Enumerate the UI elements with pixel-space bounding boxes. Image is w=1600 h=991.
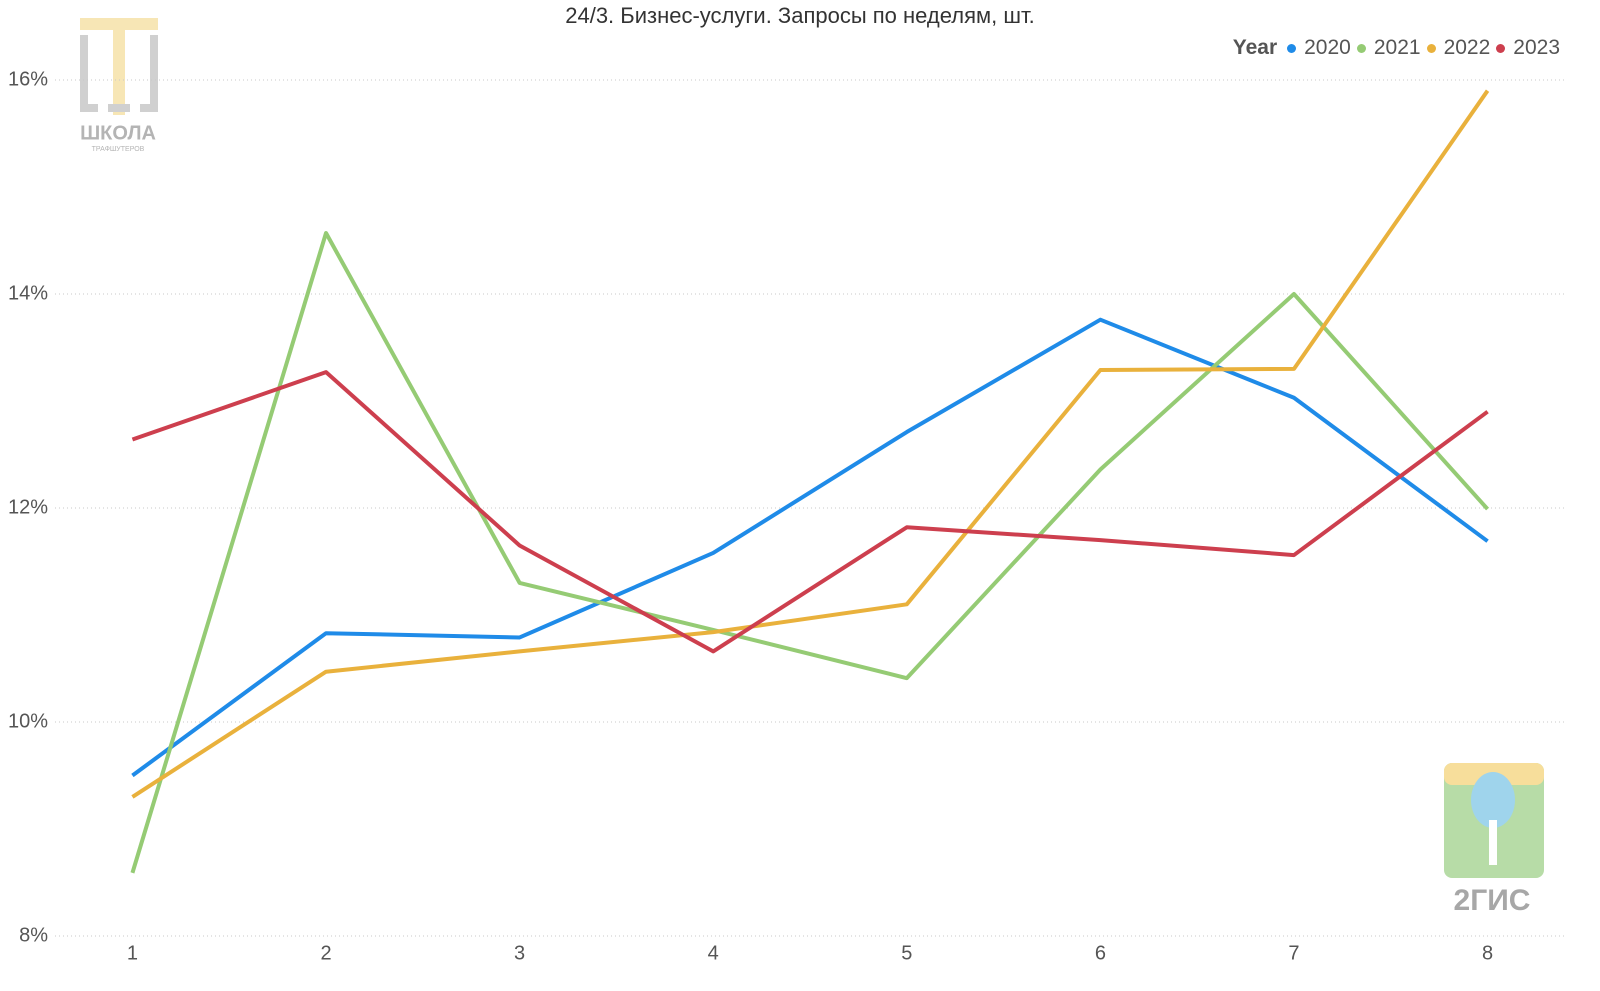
- x-tick-label: 4: [708, 942, 719, 964]
- series-line: [131, 317, 1489, 778]
- y-tick-label: 14%: [8, 282, 48, 304]
- legend-label: 2023: [1513, 36, 1560, 59]
- x-tick-label: 3: [514, 942, 525, 964]
- y-tick-label: 8%: [19, 924, 48, 946]
- gis-logo: 2ГИС: [1444, 763, 1544, 917]
- logo-text: ШКОЛА: [80, 122, 156, 144]
- legend-marker: [1496, 43, 1506, 53]
- series-line: [130, 231, 1490, 874]
- x-tick-label: 8: [1482, 942, 1493, 964]
- x-tick-label: 2: [320, 942, 331, 964]
- legend-label: 2022: [1443, 36, 1491, 59]
- legend: Year 2020 2021 2022 2023: [1233, 36, 1560, 60]
- chart-title: 24/3. Бизнес-услуги. Запросы по неделям,…: [565, 3, 1035, 28]
- legend-marker: [1426, 43, 1436, 53]
- x-tick-label: 1: [127, 942, 138, 964]
- y-tick-label: 16%: [8, 68, 48, 90]
- y-tick-label: 12%: [8, 496, 48, 518]
- legend-marker: [1287, 43, 1297, 53]
- series-line: [131, 370, 1489, 654]
- legend-label: 2020: [1304, 36, 1351, 59]
- series-line: [131, 89, 1490, 799]
- y-tick-label: 10%: [8, 710, 48, 732]
- x-tick-label: 7: [1288, 942, 1299, 964]
- logo-subtext: ТРАФШУТЕРОВ: [92, 146, 145, 153]
- legend-marker: [1356, 43, 1366, 53]
- legend-label: 2021: [1373, 36, 1421, 59]
- school-logo: ШКОЛА ТРАФШУТЕРОВ: [80, 18, 158, 153]
- legend-title: Year: [1232, 36, 1278, 59]
- x-tick-label: 6: [1095, 942, 1106, 964]
- x-tick-label: 5: [901, 942, 912, 964]
- logo-text: 2ГИС: [1454, 884, 1531, 917]
